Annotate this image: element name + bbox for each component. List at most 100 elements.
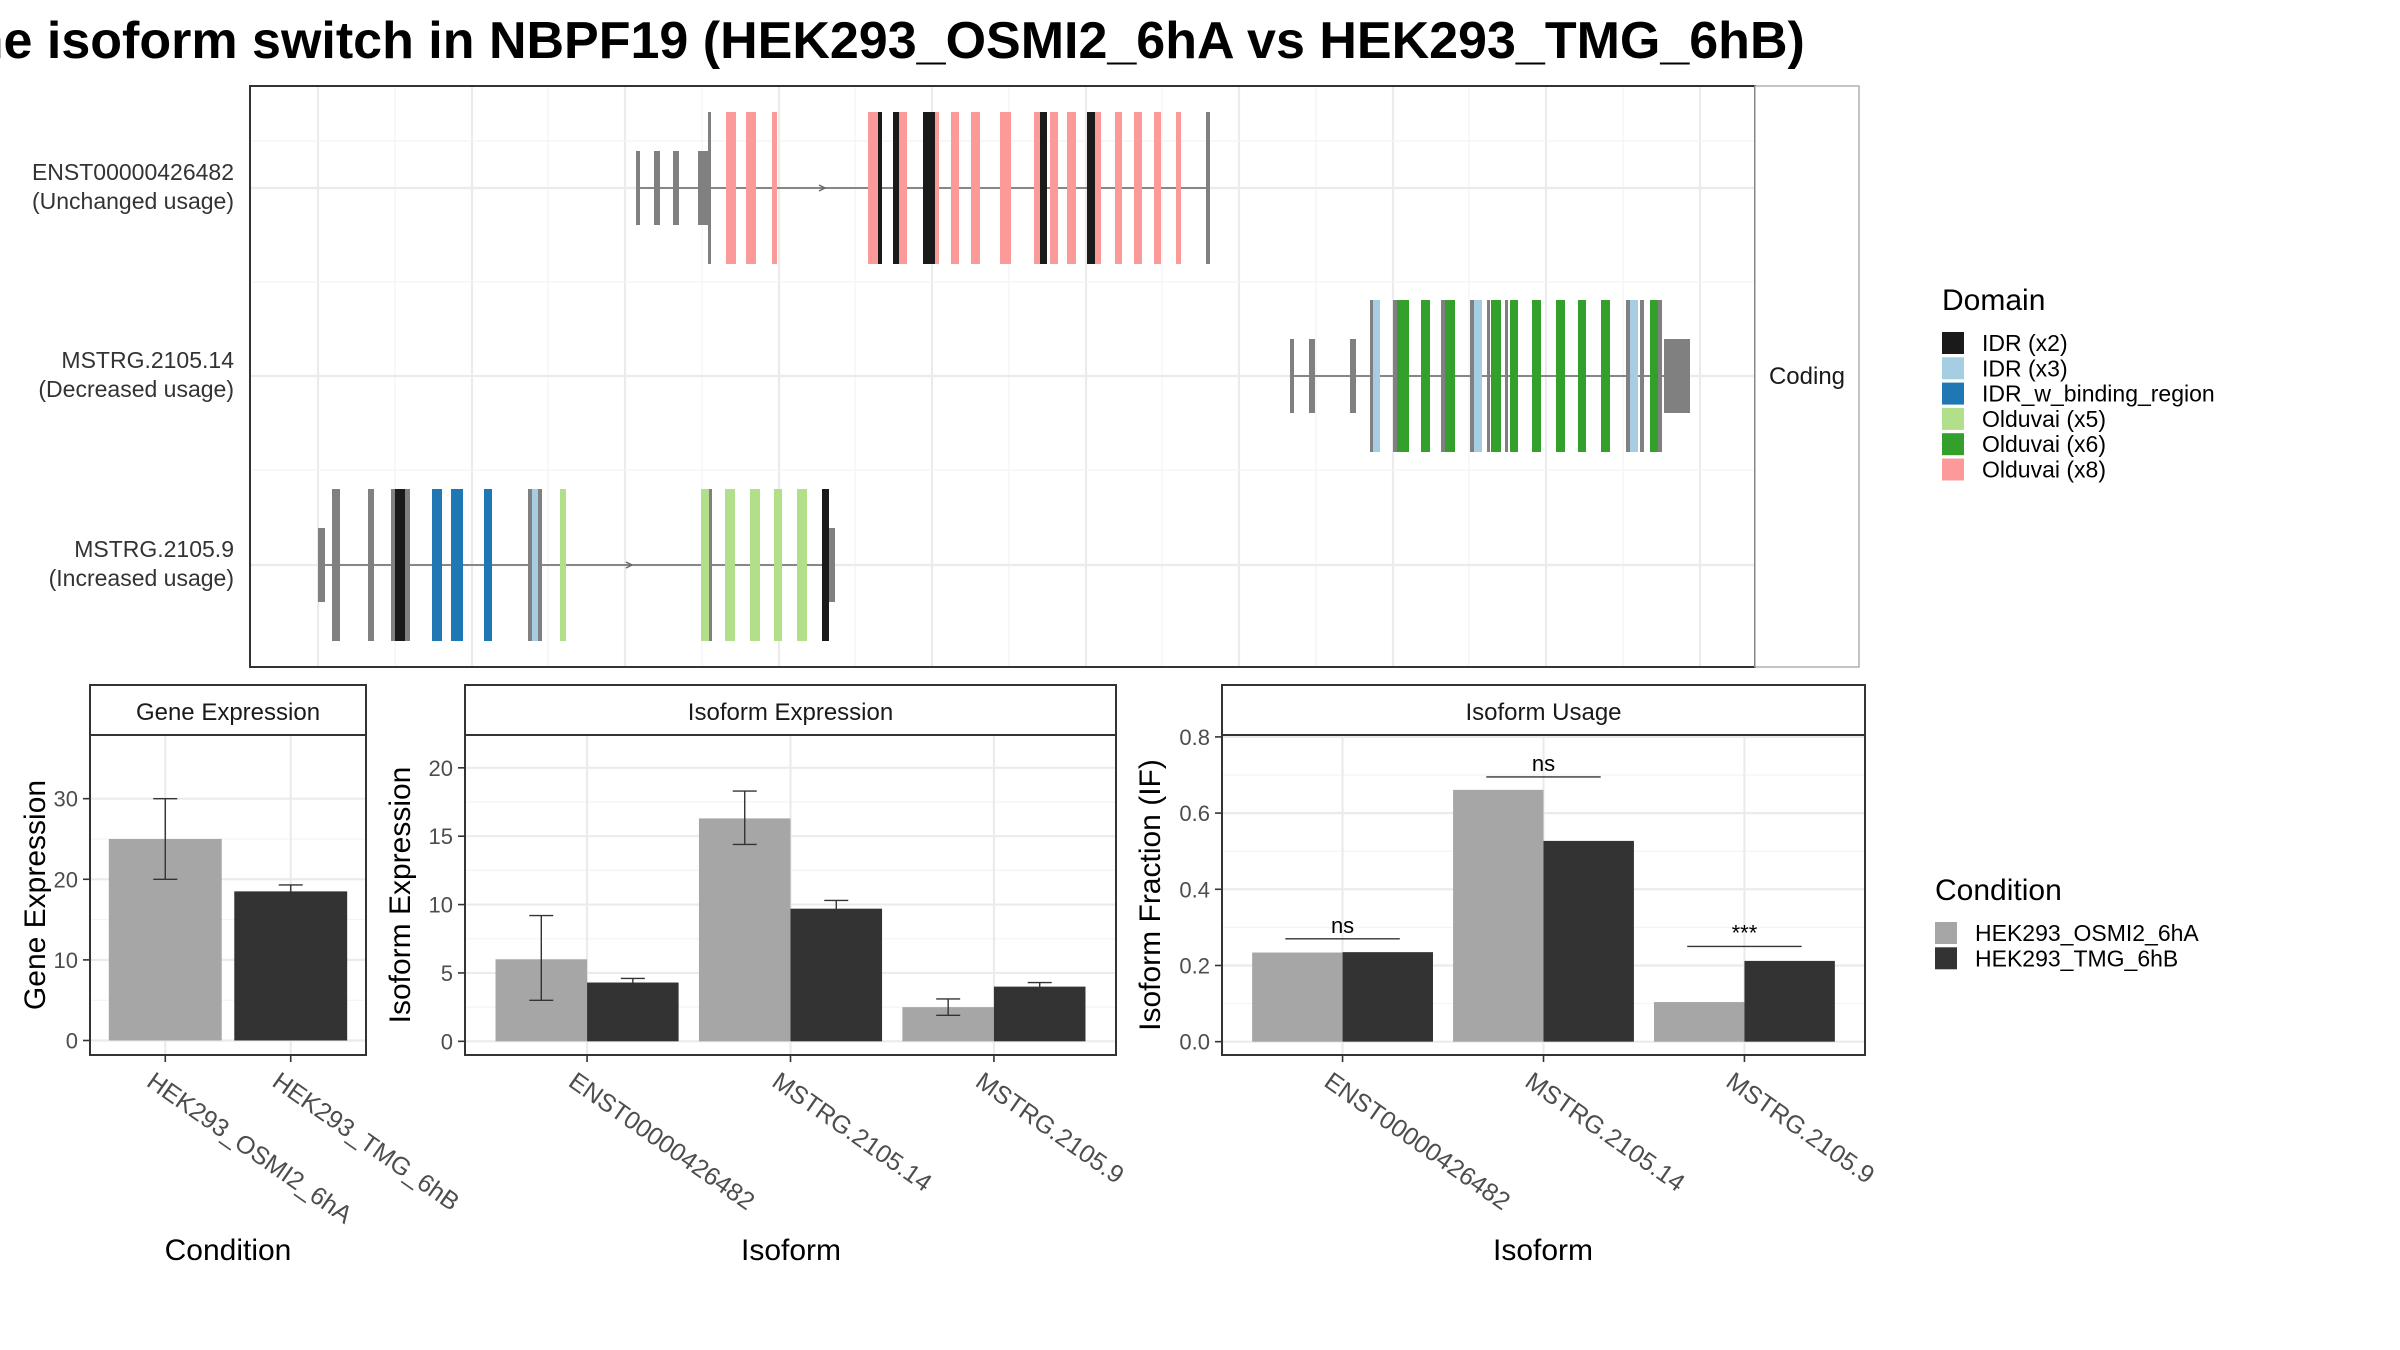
transcript-id-label: ENST00000426482 (32, 159, 234, 185)
exon-block (1290, 339, 1294, 413)
exon-block (1487, 300, 1490, 452)
exon-block (893, 112, 899, 264)
exon-block (899, 112, 907, 264)
exon-block (746, 112, 756, 264)
y-tick-label: 30 (54, 787, 78, 812)
exon-block (1095, 112, 1101, 264)
exon-block (774, 489, 782, 641)
bar (993, 986, 1086, 1042)
exon-block (391, 489, 395, 641)
exon-block (1087, 112, 1095, 264)
exon-block (1491, 300, 1501, 452)
transcript-id-label: MSTRG.2105.14 (61, 347, 234, 373)
significance-label: *** (1732, 920, 1758, 945)
facet-strip-title: Isoform Expression (688, 699, 893, 726)
exon-block (822, 489, 829, 641)
exon-block (332, 489, 340, 641)
domain-legend-swatch (1942, 382, 1964, 405)
exon-block (451, 489, 463, 641)
exon-block (1040, 112, 1047, 264)
condition-legend-label: HEK293_OSMI2_6hA (1975, 920, 2199, 946)
exon-block (797, 489, 807, 641)
exon-block (1556, 300, 1565, 452)
facet-strip-title: Gene Expression (136, 699, 320, 726)
domain-legend-label: IDR_w_binding_region (1982, 381, 2215, 407)
transcript-mstrg-2105-14-model (1290, 300, 1690, 452)
exon-block (636, 151, 640, 225)
exon-block (1050, 112, 1058, 264)
isoform-expression-panel: 0 5 10 15 20 ENST00000426482 MSTRG.2105.14 MSTR… (384, 684, 1129, 1267)
y-axis-title: Isoform Expression (384, 767, 417, 1024)
exon-block (1067, 112, 1076, 264)
domain-legend-swatch (1942, 407, 1964, 430)
coding-strip (1754, 85, 1860, 668)
exon-block (1601, 300, 1610, 452)
exon-block (654, 151, 660, 225)
y-tick-label: 10 (54, 948, 78, 973)
x-tick-label: MSTRG.2105.14 (767, 1067, 937, 1198)
exon-block (1441, 300, 1445, 452)
transcript-usage-label: (Unchanged usage) (32, 188, 234, 214)
exon-block (1658, 300, 1662, 452)
y-tick-label: 10 (429, 893, 453, 918)
exon-block (868, 112, 878, 264)
exon-block (1578, 300, 1586, 452)
exon-block (1115, 112, 1122, 264)
x-tick-label: ENST00000426482 (564, 1067, 760, 1216)
bar (1654, 1002, 1745, 1042)
domain-legend-swatch (1942, 357, 1964, 380)
exon-block (1445, 300, 1455, 452)
exon-block (1650, 300, 1658, 452)
x-axis-title: Isoform (741, 1234, 841, 1267)
transcript-usage-label: (Decreased usage) (38, 376, 234, 402)
domain-legend-label: IDR (x2) (1982, 330, 2068, 356)
bar (587, 982, 679, 1042)
strand-arrow (625, 561, 634, 569)
exon-block (726, 112, 736, 264)
y-tick-label: 15 (429, 824, 453, 849)
y-tick-label: 0 (441, 1029, 453, 1054)
exon-block (935, 112, 939, 264)
facet-strip (89, 684, 367, 736)
exon-block (878, 112, 882, 264)
bar (1744, 960, 1835, 1042)
transcript-id-label: MSTRG.2105.9 (74, 536, 234, 562)
exon-block (368, 489, 374, 641)
exon-block (1309, 339, 1315, 413)
bar (790, 908, 883, 1042)
exon-block (1393, 300, 1397, 452)
exon-block (1154, 112, 1161, 264)
y-tick-label: 20 (429, 756, 453, 781)
exon-block (1397, 300, 1409, 452)
exon-block (1510, 300, 1518, 452)
domain-legend: Domain IDR (x2)IDR (x3)IDR_w_binding_regi… (1942, 284, 2215, 483)
exon-block (1176, 112, 1181, 264)
exon-block (971, 112, 980, 264)
condition-legend-label: HEK293_TMG_6hB (1975, 945, 2178, 971)
coding-strip-label: Coding (1769, 363, 1845, 390)
y-tick-label: 5 (441, 961, 453, 986)
exon-block (1350, 339, 1356, 413)
figure-title: The isoform switch in NBPF19 (HEK293_OSM… (0, 12, 1805, 70)
exon-block (1206, 112, 1210, 264)
exon-block (318, 528, 325, 602)
domain-legend-swatch (1942, 433, 1964, 456)
x-tick-label: MSTRG.2105.9 (970, 1067, 1128, 1190)
transcript-usage-label: (Increased usage) (49, 565, 234, 591)
exon-block (750, 489, 760, 641)
exon-block (405, 489, 410, 641)
x-tick-label: MSTRG.2105.14 (1520, 1067, 1690, 1198)
y-tick-label: 0.0 (1179, 1030, 1210, 1055)
exon-block (395, 489, 405, 641)
transcript-mstrg-2105-9-model (318, 489, 835, 641)
strand-arrow (818, 184, 827, 192)
exon-block (1373, 300, 1380, 452)
significance-label: ns (1331, 913, 1354, 938)
exon-block (538, 489, 542, 641)
facet-strip (464, 684, 1117, 736)
exon-block (829, 528, 835, 602)
y-tick-label: 0.6 (1179, 801, 1210, 826)
exon-block (1664, 339, 1690, 413)
